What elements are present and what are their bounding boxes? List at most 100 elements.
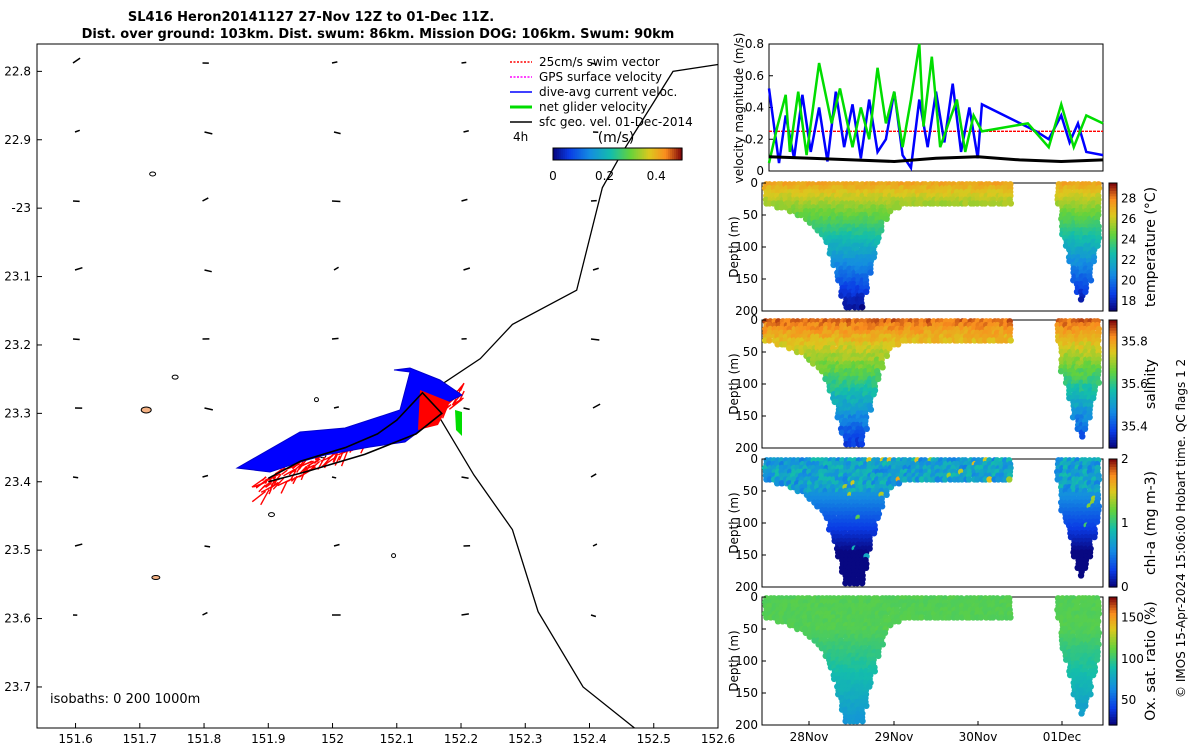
section-colorbar-cell [1109, 303, 1117, 307]
section-colorbar-cell [1109, 400, 1117, 404]
section-colorbar-cell [1109, 265, 1117, 269]
section-sample-point [883, 215, 890, 223]
swim-vector [333, 453, 339, 463]
section-y-tick-label: 100 [735, 516, 758, 530]
sfc-geo-vel-arrow [592, 543, 598, 547]
map-colorbar-cell [577, 148, 580, 160]
section-colorbar-cell [1109, 437, 1117, 441]
section-colorbar-cell [1109, 706, 1117, 710]
section-colorbar-cell [1109, 434, 1117, 438]
section-sample-point [881, 629, 889, 637]
section-colorbar-tick: 1 [1121, 516, 1129, 530]
section-colorbar-tick: 150 [1121, 611, 1144, 625]
section-sample-point [1093, 518, 1101, 525]
section-sample-point [1095, 379, 1103, 386]
section-colorbar-cell [1109, 201, 1117, 205]
map-colorbar-cell [653, 148, 657, 160]
section-sample-point [883, 491, 890, 499]
section-sample-point [998, 337, 1005, 344]
sfc-geo-vel-arrow [463, 130, 469, 133]
map-colorbar-cell [627, 148, 631, 160]
section-colorbar-cell [1109, 233, 1117, 237]
section-colorbar-cell [1109, 368, 1117, 372]
section-colorbar-cell [1109, 703, 1117, 707]
section-colorbar-cell [1109, 517, 1117, 521]
section-colorbar-cell [1109, 523, 1117, 527]
section-sample-point [914, 200, 921, 207]
section-sample-point [878, 503, 886, 510]
swim-vector [313, 459, 320, 464]
swim-vector [268, 488, 272, 495]
section-colorbar-cell [1109, 236, 1117, 240]
map-y-tick-label: 23.2 [4, 338, 31, 352]
section-sample-point [878, 227, 885, 234]
sfc-geo-vel-arrow [590, 62, 597, 66]
section-sample-point [786, 207, 794, 215]
map-colorbar-cell [631, 148, 635, 160]
sfc-geo-vel-arrow [202, 474, 209, 478]
dive-avg-current-band [235, 367, 463, 473]
section-colorbar-cell [1109, 228, 1117, 232]
section-y-tick-label: 0 [750, 590, 758, 604]
section-colorbar-cell [1109, 384, 1117, 388]
section-colorbar-cell [1109, 432, 1117, 436]
section-colorbar-cell [1109, 634, 1117, 638]
section-colorbar-cell [1109, 666, 1117, 670]
section-colorbar-tick: 2 [1121, 452, 1129, 466]
section-sample-point [874, 514, 881, 522]
map-y-tick-label: 23.1 [4, 270, 31, 284]
section-sample-point [873, 238, 881, 246]
section-colorbar-cell [1109, 536, 1117, 540]
section-colorbar-cell [1109, 381, 1117, 385]
section-sample-point [870, 254, 878, 261]
section-y-tick-label: 0 [750, 313, 758, 327]
map-y-tick-label: 22.9 [4, 133, 31, 147]
section-sample-point [1070, 553, 1078, 560]
section-y-tick-label: 150 [735, 409, 758, 423]
map-colorbar-cell [633, 148, 637, 160]
sfc-geo-vel-arrow [461, 198, 468, 202]
section-colorbar-cell [1109, 185, 1117, 189]
section-colorbar-tick: 22 [1121, 253, 1136, 267]
section-colorbar-cell [1109, 289, 1117, 293]
section-colorbar-cell [1109, 563, 1117, 567]
section-colorbar-frame [1108, 596, 1118, 726]
sfc-geo-vel-arrow [461, 613, 469, 616]
map-colorbar-cell [643, 148, 647, 160]
section-colorbar-cell [1109, 284, 1117, 288]
map-colorbar-cell [639, 148, 643, 160]
section-y-tick-label: 50 [743, 622, 758, 636]
section-colorbar-cell [1109, 297, 1117, 301]
section-sample-point [887, 621, 894, 629]
section-colorbar-cell [1109, 320, 1117, 324]
section-colorbar-cell [1109, 429, 1117, 433]
section-colorbar-cell [1109, 639, 1117, 643]
section-colorbar-cell [1109, 354, 1117, 358]
section-colorbar-cell [1109, 685, 1117, 689]
section-colorbar-cell [1109, 255, 1117, 259]
map-colorbar-cell [615, 148, 619, 160]
map-colorbar-cell [677, 148, 681, 160]
map-colorbar-cell [561, 148, 564, 160]
section-colorbar-cell [1109, 610, 1117, 614]
map-colorbar-cell [655, 148, 659, 160]
section-colorbar-cell [1109, 631, 1117, 635]
map-colorbar-cell [553, 148, 556, 160]
section-colorbar-cell [1109, 565, 1117, 569]
section-colorbar-cell [1109, 677, 1117, 681]
section-colorbar-cell [1109, 461, 1117, 465]
reef-outline [149, 171, 157, 177]
legend-label: GPS surface velocity [539, 70, 662, 84]
section-colorbar-cell [1109, 249, 1117, 253]
section-sample-point [859, 717, 866, 725]
section-colorbar-cell [1109, 533, 1117, 537]
map-y-tick-label: 23.5 [4, 543, 31, 557]
section-sample-point [922, 200, 929, 207]
section-colorbar-cell [1109, 394, 1117, 398]
section-colorbar-label: chl-a (mg m-3) [1143, 471, 1159, 575]
swim-vector [296, 460, 305, 473]
sfc-geo-vel-arrow [204, 269, 212, 273]
section-sample-point [870, 530, 878, 537]
section-y-tick-label: 50 [743, 208, 758, 222]
